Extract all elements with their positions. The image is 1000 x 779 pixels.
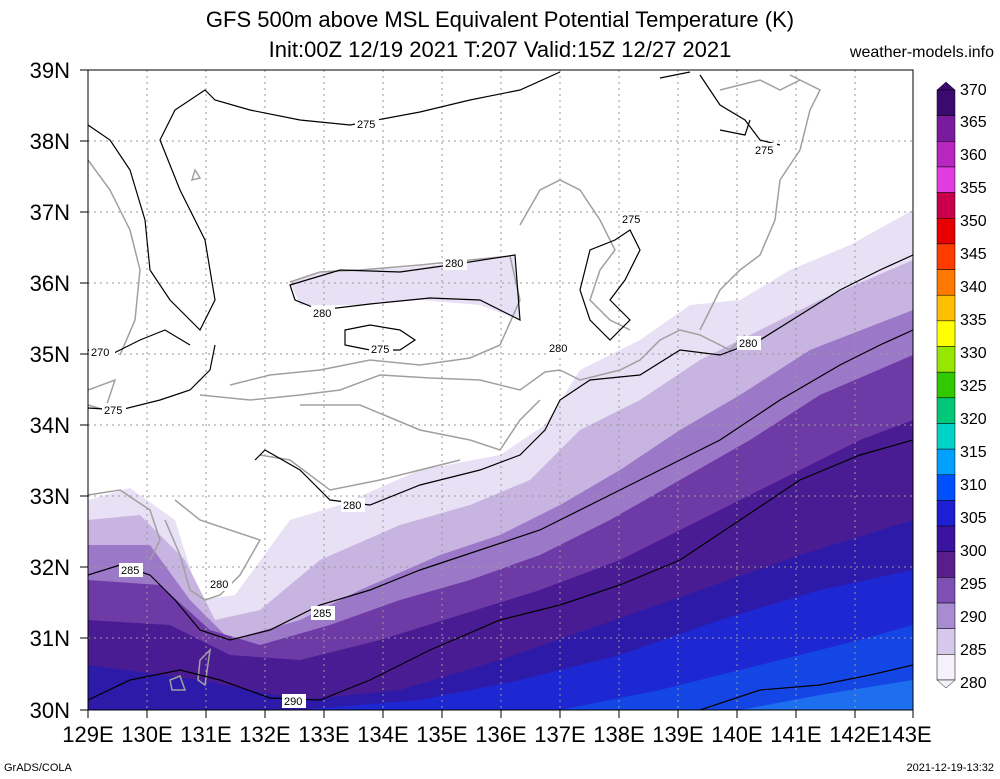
colorbar-swatch (936, 141, 956, 168)
colorbar-label: 360 (960, 147, 987, 164)
contour-label: 275 (622, 214, 640, 226)
colorbar-label: 315 (960, 444, 987, 461)
colorbar-swatch (936, 320, 956, 347)
contour-label: 280 (343, 500, 361, 512)
contour-label: 280 (313, 308, 331, 320)
colorbar-label: 355 (960, 180, 987, 197)
lon-label: 129E (62, 722, 113, 747)
colorbar-swatch (936, 115, 956, 142)
lat-label: 33N (30, 484, 70, 509)
colorbar-swatch (936, 346, 956, 373)
lon-label: 131E (180, 722, 231, 747)
colorbar-label: 350 (960, 213, 987, 230)
lat-label: 37N (30, 200, 70, 225)
colorbar-swatch (936, 577, 956, 604)
lon-label: 133E (298, 722, 349, 747)
colorbar-swatch (936, 397, 956, 424)
contour-label: 290 (284, 696, 302, 708)
contour-lines (88, 71, 913, 710)
lon-label: 134E (357, 722, 408, 747)
contour-label: 275 (371, 344, 389, 356)
colorbar-swatch (936, 243, 956, 270)
contour-label: 270 (91, 347, 109, 359)
lon-label: 138E (593, 722, 644, 747)
contour-label: 280 (210, 579, 228, 591)
colorbar-swatch (936, 294, 956, 322)
contour-label-group: 275 275 275 275 275 270 280 280 280 280 … (89, 117, 777, 708)
lat-axis: 39N 38N 37N 36N 35N 34N 33N 32N 31N 30N (30, 58, 70, 723)
footer-credit: GrADS/COLA (4, 762, 72, 774)
lat-label: 31N (30, 626, 70, 651)
contour-label: 285 (313, 608, 331, 620)
colorbar-swatch (936, 474, 956, 501)
lon-label: 132E (239, 722, 290, 747)
lon-label: 135E (416, 722, 467, 747)
lat-label: 38N (30, 129, 70, 154)
lat-label: 34N (30, 413, 70, 438)
lon-label: 140E (711, 722, 762, 747)
colorbar-label: 295 (960, 576, 987, 593)
colorbar-label: 280 (960, 675, 987, 692)
contour-label: 275 (755, 145, 773, 157)
lat-label: 36N (30, 271, 70, 296)
colorbar-swatch (936, 500, 956, 527)
colorbar-swatch (936, 628, 956, 655)
lon-label: 139E (652, 722, 703, 747)
lat-label: 35N (30, 342, 70, 367)
colorbar-label: 300 (960, 543, 987, 560)
lat-label: 32N (30, 555, 70, 580)
colorbar-swatch (936, 525, 956, 552)
colorbar-swatch (936, 89, 956, 116)
lon-label: 137E (534, 722, 585, 747)
contour-label: 275 (357, 119, 375, 131)
colorbar-swatch (936, 551, 956, 578)
colorbar-top-arrow (936, 81, 956, 91)
contour-label: 280 (445, 258, 463, 270)
colorbar-label: 335 (960, 312, 987, 329)
colorbar-label: 325 (960, 378, 987, 395)
colorbar-label: 330 (960, 345, 987, 362)
lon-ticks (87, 710, 914, 718)
colorbar-label: 340 (960, 279, 987, 296)
colorbar-swatch (936, 192, 956, 219)
lon-label: 141E (770, 722, 821, 747)
colorbar-swatch (936, 448, 956, 476)
colorbar-label: 310 (960, 477, 987, 494)
contour-label: 275 (104, 405, 122, 417)
lat-label: 39N (30, 58, 70, 83)
colorbar-label: 365 (960, 114, 987, 131)
colorbar-label: 370 (960, 82, 987, 99)
colorbar-swatch (936, 218, 956, 245)
colorbar-swatch (936, 166, 956, 193)
lat-label: 30N (30, 698, 70, 723)
colorbar-label: 290 (960, 609, 987, 626)
lon-axis: 129E 130E 131E 132E 133E 134E 135E 136E … (62, 722, 931, 747)
colorbar-swatch (936, 423, 956, 450)
colorbar-swatch (936, 269, 956, 296)
colorbar-label: 320 (960, 411, 987, 428)
contour-label: 285 (121, 565, 139, 577)
colorbar-bottom-arrow (936, 679, 956, 689)
chart-title: GFS 500m above MSL Equivalent Potential … (205, 7, 795, 32)
colorbar (936, 81, 956, 689)
contour-label: 280 (739, 338, 757, 350)
colorbar-label: 285 (960, 642, 987, 659)
colorbar-swatch (936, 371, 956, 399)
site-label: weather-models.info (849, 44, 994, 61)
colorbar-label: 345 (960, 246, 987, 263)
colorbar-swatch (936, 654, 956, 681)
chart-subtitle: Init:00Z 12/19 2021 T:207 Valid:15Z 12/2… (268, 37, 732, 62)
lon-label: 130E (121, 722, 172, 747)
lon-label: 142E (829, 722, 880, 747)
colorbar-swatch (936, 602, 956, 629)
contour-label: 280 (549, 343, 567, 355)
colorbar-label: 305 (960, 510, 987, 527)
footer-timestamp: 2021-12-19-13:32 (906, 762, 994, 774)
lat-ticks (80, 69, 88, 711)
lon-label: 136E (475, 722, 526, 747)
colorbar-labels: 370 365 360 355 350 345 340 335 330 325 … (960, 82, 987, 692)
lon-label: 143E (880, 722, 931, 747)
